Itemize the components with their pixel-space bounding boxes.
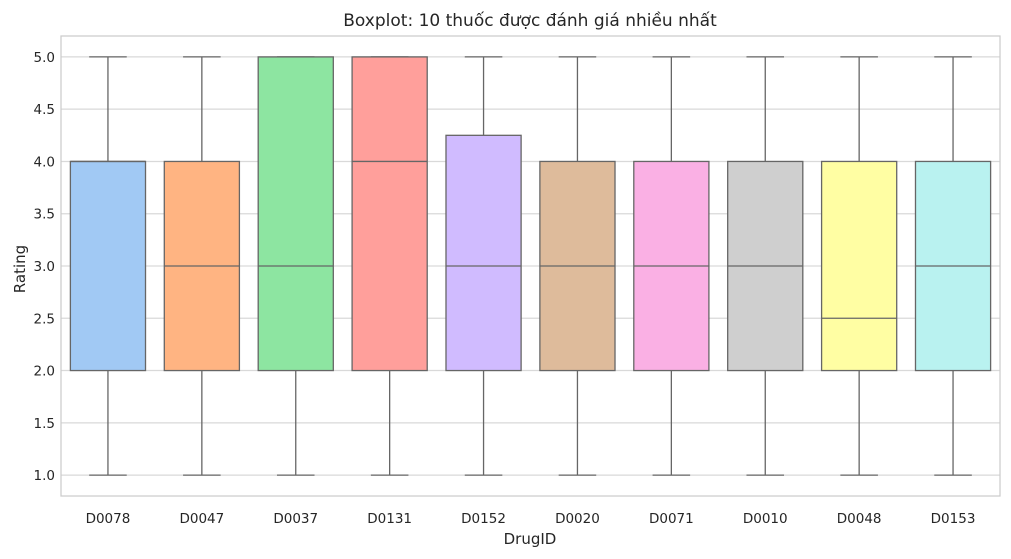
box-D0153 [914, 56, 992, 476]
box-D0078 [69, 56, 147, 476]
box-D0048 [820, 56, 898, 476]
x-tick-label: D0020 [555, 511, 600, 527]
box-D0037 [257, 56, 334, 476]
iqr-box [445, 134, 522, 372]
y-tick-label: 1.0 [34, 468, 55, 484]
box-D0152 [445, 56, 522, 476]
iqr-box [820, 160, 898, 372]
y-tick-label: 2.0 [34, 364, 55, 380]
x-tick-labels: D0078 D0047 D0037 D0131 D0152 D0020 D0071 D0010… [86, 511, 976, 527]
x-tick-label: D0078 [86, 511, 131, 527]
x-tick-label: D0131 [367, 511, 412, 527]
y-tick-label: 4.0 [34, 154, 55, 170]
x-tick-label: D0037 [273, 511, 318, 527]
box-D0071 [633, 56, 710, 476]
iqr-box [69, 160, 147, 372]
x-axis-label: DrugID [504, 530, 557, 548]
y-tick-label: 4.5 [34, 102, 55, 118]
boxes-group [69, 56, 992, 476]
iqr-box [351, 56, 428, 372]
y-tick-label: 3.5 [34, 207, 55, 223]
y-tick-labels: 1.0 1.5 2.0 2.5 3.0 3.5 4.0 4.5 5.0 [34, 50, 55, 484]
y-tick-label: 1.5 [34, 416, 55, 432]
x-tick-label: D0047 [179, 511, 224, 527]
box-D0131 [351, 56, 428, 476]
plot-frame [60, 35, 1001, 497]
x-tick-label: D0153 [931, 511, 976, 527]
y-tick-label: 3.0 [34, 259, 55, 275]
iqr-box [257, 56, 334, 372]
y-axis-label: Rating [11, 245, 29, 293]
chart-title: Boxplot: 10 thuốc được đánh giá nhiều nh… [343, 10, 717, 31]
x-tick-label: D0010 [743, 511, 788, 527]
x-tick-label: D0152 [461, 511, 506, 527]
box-D0010 [727, 56, 804, 476]
y-tick-label: 2.5 [34, 311, 55, 327]
box-D0047 [163, 56, 241, 476]
x-tick-label: D0071 [649, 511, 694, 527]
box-D0020 [539, 56, 616, 476]
x-tick-label: D0048 [837, 511, 882, 527]
y-tick-label: 5.0 [34, 50, 55, 66]
